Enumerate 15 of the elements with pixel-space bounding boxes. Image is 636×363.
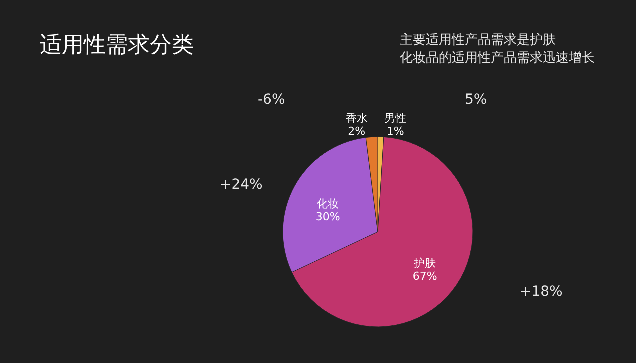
slice-label: 化妆 xyxy=(317,198,340,211)
slice-label: 男性 xyxy=(384,112,407,126)
chart-title: 适用性需求分类 xyxy=(40,33,194,58)
text: 化妆品的适用性产品需求迅速增长 xyxy=(400,51,595,66)
text: 主要适用性产品需求是护肤 xyxy=(400,32,556,48)
text: -6% xyxy=(258,92,286,108)
text: +18% xyxy=(520,284,563,300)
text: +24% xyxy=(220,177,263,193)
text: 5% xyxy=(465,92,488,108)
slice-label: 香水 xyxy=(346,112,368,126)
data-label: 30% xyxy=(316,210,340,224)
data-label: 67% xyxy=(412,270,438,284)
data-label: 1% xyxy=(386,125,404,138)
data-label: 2% xyxy=(348,125,366,138)
slice-label: 护肤 xyxy=(413,257,436,270)
